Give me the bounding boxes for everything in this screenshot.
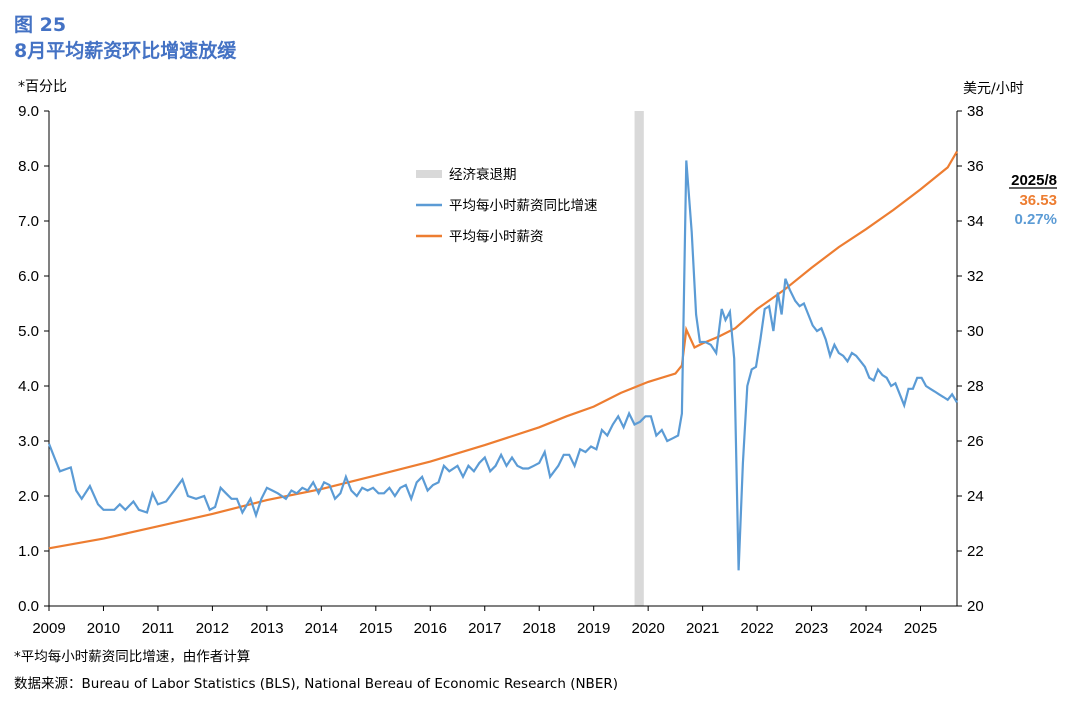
latest-annotation: 2025/8 36.53 0.27%: [1009, 172, 1057, 228]
right-tick-label: 36: [967, 158, 984, 175]
x-axis-ticks: 2009 2010 2011 2012 2013 2014 2015 2016 2017 2018…: [32, 606, 937, 637]
x-tick-label: 2014: [305, 620, 338, 637]
x-tick-label: 2015: [359, 620, 392, 637]
x-tick-label: 2011: [142, 620, 174, 637]
right-tick-label: 20: [967, 598, 984, 615]
legend-recession-swatch: [416, 170, 442, 178]
x-tick-label: 2010: [87, 620, 120, 637]
legend: 经济衰退期 平均每小时薪资同比增速 平均每小时薪资: [416, 166, 598, 245]
right-tick-label: 24: [967, 488, 984, 505]
annotation-date: 2025/8: [1011, 172, 1057, 189]
left-tick-label: 3.0: [18, 433, 39, 450]
x-tick-label: 2023: [795, 620, 828, 637]
left-tick-label: 8.0: [18, 158, 39, 175]
right-tick-label: 26: [967, 433, 984, 450]
x-tick-label: 2019: [577, 620, 610, 637]
recession-band: [634, 111, 644, 606]
right-axis-ticks: 20 22 24 26 28 30 32 34 36 38: [957, 103, 984, 615]
right-tick-label: 22: [967, 543, 984, 560]
legend-wage-label: 平均每小时薪资: [449, 229, 544, 245]
x-tick-label: 2022: [740, 620, 773, 637]
x-tick-label: 2016: [414, 620, 447, 637]
left-axis-unit: *百分比: [18, 79, 67, 95]
x-tick-label: 2013: [250, 620, 283, 637]
chart-title: 8月平均薪资环比增速放缓: [14, 40, 237, 62]
x-tick-label: 2021: [686, 620, 719, 637]
legend-recession-label: 经济衰退期: [449, 166, 517, 183]
right-tick-label: 34: [967, 213, 984, 230]
left-tick-label: 2.0: [18, 488, 39, 505]
footnote: *平均每小时薪资同比增速，由作者计算: [14, 649, 251, 665]
left-tick-label: 4.0: [18, 378, 39, 395]
left-tick-label: 6.0: [18, 268, 39, 285]
x-tick-label: 2025: [904, 620, 937, 637]
wage-series-line: [48, 150, 958, 550]
left-tick-label: 9.0: [18, 103, 39, 120]
source-note: 数据来源：Bureau of Labor Statistics (BLS), N…: [14, 676, 618, 692]
left-tick-label: 0.0: [18, 598, 39, 615]
right-tick-label: 32: [967, 268, 984, 285]
x-tick-label: 2020: [631, 620, 664, 637]
left-tick-label: 5.0: [18, 323, 39, 340]
right-tick-label: 28: [967, 378, 984, 395]
x-tick-label: 2024: [849, 620, 882, 637]
x-tick-label: 2017: [468, 620, 501, 637]
annotation-wage: 36.53: [1019, 192, 1057, 209]
legend-growth-label: 平均每小时薪资同比增速: [449, 198, 598, 214]
right-tick-label: 30: [967, 323, 984, 340]
chart-axes: [48, 111, 958, 607]
right-tick-label: 38: [967, 103, 984, 120]
left-tick-label: 1.0: [18, 543, 39, 560]
x-tick-label: 2018: [523, 620, 556, 637]
x-tick-label: 2009: [32, 620, 65, 637]
x-tick-label: 2012: [196, 620, 229, 637]
right-axis-unit: 美元/小时: [963, 81, 1024, 97]
figure-number: 图 25: [14, 14, 67, 36]
annotation-growth: 0.27%: [1014, 211, 1057, 228]
growth-series-line: [47, 160, 958, 571]
left-tick-label: 7.0: [18, 213, 39, 230]
left-axis-ticks: 0.0 1.0 2.0 3.0 4.0 5.0 6.0 7.0 8.0 9.0: [18, 103, 49, 615]
